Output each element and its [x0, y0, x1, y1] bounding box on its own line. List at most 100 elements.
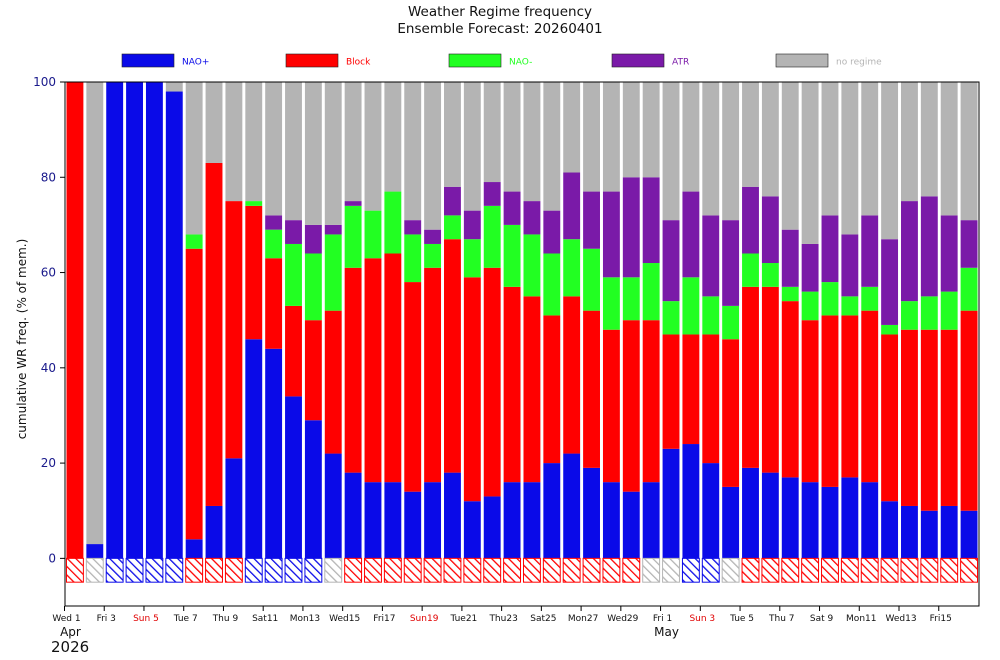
bar-atr: [881, 239, 899, 325]
bar-atr: [801, 243, 819, 292]
dominant-regime-cell: [463, 557, 482, 583]
bar-nao-minus: [662, 301, 680, 335]
x-tick-label: Mon27: [568, 614, 598, 624]
bar-no-regime: [781, 82, 799, 230]
bar-no-regime: [940, 82, 958, 216]
y-tick-label: 100: [33, 75, 56, 89]
dominant-regime-cell: [324, 557, 343, 583]
x-tick-label: Fri 1: [653, 614, 672, 624]
bar-nao-minusplus: [602, 482, 620, 559]
bar-nao-minusplus: [583, 467, 600, 559]
bar-block: [265, 258, 283, 349]
bar-no-regime: [881, 82, 899, 240]
x-tick-label: Sat11: [252, 614, 278, 624]
month-label: May: [654, 625, 679, 639]
bar-no-regime: [424, 82, 442, 230]
dominant-regime-cell: [205, 557, 223, 583]
bar-no-regime: [463, 82, 481, 211]
bar-nao-minusplus: [483, 496, 501, 559]
bar-atr: [662, 220, 680, 302]
x-tick-label: Sat 9: [810, 614, 834, 624]
dominant-regime-cell: [264, 557, 283, 583]
year-label: 2026: [51, 638, 89, 656]
bar-block: [583, 310, 600, 468]
bar-atr: [503, 191, 521, 225]
bar-nao-minus: [602, 277, 620, 330]
bar-nao-minusplus: [543, 463, 561, 559]
bar-no-regime: [722, 82, 740, 221]
bar-no-regime: [583, 82, 600, 192]
bar-no-regime: [821, 82, 839, 216]
dominant-regime-cell: [801, 557, 820, 583]
bar-no-regime: [344, 82, 362, 202]
bar-nao-minus: [285, 243, 302, 306]
bar-nao-minus: [483, 205, 501, 268]
bar-no-regime: [642, 82, 660, 178]
legend-swatch: [448, 53, 502, 68]
bar-no-regime: [622, 82, 640, 178]
bar-nao-minus: [364, 210, 382, 259]
bar-block: [920, 329, 938, 511]
bar-no-regime: [523, 82, 541, 202]
bar-no-regime: [920, 82, 938, 197]
bar-atr: [642, 177, 660, 264]
bar-nao-minus: [642, 263, 660, 321]
bar-nao-minusplus: [404, 491, 422, 559]
bar-atr: [424, 229, 442, 244]
bar-atr: [940, 215, 958, 292]
x-tick-label: Tue21: [449, 614, 477, 624]
bar-no-regime: [86, 82, 104, 545]
bar-no-regime: [503, 82, 521, 192]
bar-no-regime: [384, 82, 402, 192]
bar-atr: [404, 220, 422, 235]
bar-no-regime: [682, 82, 700, 192]
bar-nao-minusplus: [722, 486, 740, 559]
dominant-regime-cell: [105, 557, 124, 583]
x-tick-label: Tue 5: [729, 614, 754, 624]
bar-no-regime: [304, 82, 322, 225]
dominant-regime-cell: [85, 557, 104, 583]
bar-block: [245, 205, 263, 340]
x-tick-label: Fri 3: [97, 614, 116, 624]
bar-block: [702, 334, 720, 464]
bar-block: [344, 267, 362, 473]
bar-no-regime: [543, 82, 561, 211]
bar-atr: [543, 210, 561, 254]
dominant-regime-cell: [662, 557, 680, 583]
bar-nao-minusplus: [920, 510, 938, 559]
bar-nao-minusplus: [662, 448, 680, 559]
dominant-regime-cell: [483, 557, 502, 583]
dominant-regime-cell: [761, 557, 780, 583]
bar-nao-minusplus: [861, 482, 879, 559]
bar-nao-minusplus: [364, 482, 382, 559]
bar-nao-minus: [265, 229, 283, 259]
bar-nao-minusplus: [563, 453, 581, 559]
bar-block: [841, 315, 859, 478]
axes: 0 20 40 60 80 100 cumulative WR freq. (% of me…: [15, 75, 980, 656]
bar-no-regime: [901, 82, 918, 202]
bar-block: [364, 258, 382, 483]
bar-nao-minus: [702, 296, 720, 335]
dominant-regime-strip: [65, 557, 979, 583]
bar-atr: [920, 196, 938, 297]
bar-nao-minusplus: [742, 467, 759, 559]
bar-no-regime: [960, 82, 978, 221]
bar-block: [761, 286, 779, 473]
dominant-regime-cell: [423, 557, 442, 583]
dominant-regime-cell: [125, 557, 144, 583]
bar-nao-minus: [404, 234, 422, 283]
bar-atr: [523, 201, 541, 235]
bar-no-regime: [285, 82, 302, 221]
bar-nao-minus: [761, 263, 779, 287]
bar-nao-minus: [185, 234, 203, 249]
bar-nao-minus: [722, 305, 740, 340]
bar-no-regime: [364, 82, 382, 211]
bar-block: [602, 329, 620, 483]
bar-nao-minus: [304, 253, 322, 321]
bar-nao-minusplus: [145, 82, 163, 559]
bar-block: [563, 296, 581, 454]
legend-swatch: [611, 53, 665, 68]
bar-nao-minusplus: [304, 420, 322, 559]
bar-atr: [444, 186, 461, 216]
bar-no-regime: [563, 82, 581, 173]
